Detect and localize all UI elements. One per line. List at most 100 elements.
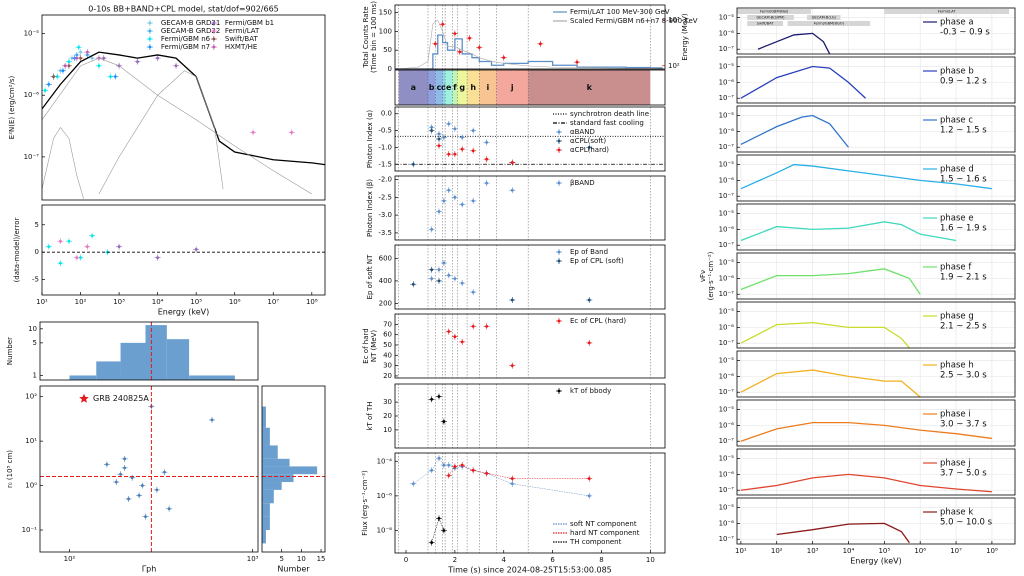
data-point [445, 120, 452, 127]
data-point [483, 470, 490, 477]
point-marker [453, 127, 457, 131]
point-marker [411, 482, 415, 486]
legend-swatch [557, 130, 561, 134]
data-point [435, 208, 442, 215]
point-marker [458, 50, 462, 54]
plot-area [737, 351, 1015, 397]
instrument-label: GECAM-B(LG) [812, 16, 837, 20]
y-tick-label: 10⁻⁷ [719, 45, 735, 53]
hist-bar [262, 427, 270, 446]
point-marker [136, 60, 139, 64]
legend: phase i3.0 ~ 3.7 s [923, 410, 987, 430]
panel: 10⁻⁷ 10⁻⁶ 10⁻⁵ phase f1.9 ~ 2.1 s νFν(erg·s⁻… [699, 251, 1016, 300]
point-marker [411, 282, 415, 286]
plot-area [42, 232, 325, 267]
data-point [440, 197, 447, 204]
point-marker [485, 324, 489, 328]
hist-bar [262, 530, 266, 544]
point-marker [437, 279, 441, 283]
instrument-range [787, 21, 871, 26]
point-marker [587, 494, 591, 498]
x-axis-label: Γph [142, 565, 157, 574]
point-marker [441, 22, 445, 26]
phase-label: f [453, 83, 457, 92]
point-marker [155, 488, 159, 492]
data-point [45, 81, 52, 88]
legend-label: phase c [940, 116, 973, 126]
legend-label: Fermi/LAT [225, 27, 260, 35]
panel: 0.0 -0.5 -1.0 -1.5 synchrotron death linesta… [366, 106, 666, 172]
data-point [428, 539, 435, 546]
point-marker [75, 256, 79, 260]
legend: phase b0.9 ~ 1.2 s [923, 67, 987, 87]
y-tick-label: 40 [383, 351, 392, 359]
phase-label: k [587, 83, 593, 92]
point-marker [75, 56, 79, 60]
data-point [500, 54, 507, 61]
legend-subtitle: 3.7 ~ 5.0 s [940, 469, 987, 479]
plot-area [262, 406, 325, 544]
point-marker [471, 149, 475, 153]
y-tick-label: 10⁻¹ [22, 526, 38, 534]
data-point [439, 21, 446, 28]
point-marker [67, 60, 71, 64]
y-tick-label: 5 [35, 221, 39, 229]
legend-label: phase f [940, 263, 972, 273]
point-marker [97, 64, 101, 68]
data-point [459, 462, 466, 469]
instrument-label: Fermi/GBM(BGO) [814, 22, 845, 26]
point-marker [437, 456, 441, 460]
data-point [445, 272, 452, 279]
series-line [740, 114, 849, 148]
plot-frame [736, 56, 1016, 104]
point-marker [90, 234, 94, 238]
plot-frame [736, 203, 1016, 251]
data-point [121, 455, 128, 462]
y-tick-label: 10⁻⁷ [719, 486, 735, 494]
legend-label: synchrotron death line [570, 110, 649, 118]
point-marker [85, 50, 89, 54]
data-point [134, 58, 141, 65]
phase-label: c [437, 83, 442, 92]
x-tick-label: 4 [501, 556, 506, 564]
point-marker [67, 64, 71, 68]
plot-area: Fermi/GBM(NaI) GECAM-B(SiPM) GECAM-B(LG) Sw… [737, 8, 1015, 54]
hist-bar [120, 342, 146, 380]
y2-axis-label: Energy (MeV) [681, 13, 689, 61]
point-marker [437, 132, 441, 136]
phase-label: d [441, 83, 447, 92]
plot-area [737, 302, 1015, 348]
y-tick-label: 10⁻⁶ [719, 29, 735, 37]
point-marker [140, 484, 144, 487]
legend-subtitle: 5.0 ~ 10.0 s [940, 518, 993, 528]
y-tick-label: 10⁻⁶ [719, 176, 735, 184]
x-tick-label: 10³ [113, 298, 125, 306]
point-marker [43, 88, 47, 92]
data-point [445, 328, 452, 335]
legend-swatch [212, 29, 216, 33]
data-point [435, 136, 442, 142]
data-point [136, 492, 143, 499]
point-marker [485, 157, 489, 161]
legend-subtitle: 2.5 ~ 3.0 s [940, 371, 987, 381]
y-tick-label: 10⁻⁵ [719, 357, 735, 365]
point-marker [447, 273, 451, 277]
point-marker [411, 162, 415, 166]
point-marker [575, 60, 579, 64]
y-tick-label: 10⁻⁵ [719, 63, 735, 71]
data-point [509, 475, 516, 482]
legend-subtitle: 1.6 ~ 1.9 s [940, 224, 987, 234]
data-point [483, 180, 490, 187]
data-point [440, 527, 447, 534]
legend-swatch [557, 148, 561, 152]
y-tick-label: 60 [383, 331, 392, 339]
legend: phase e1.6 ~ 1.9 s [923, 214, 987, 234]
y-tick-label: 50 [383, 341, 392, 349]
y-tick-label: 10⁻⁶ [24, 91, 40, 99]
panel: 10² 10³ 10⁻¹ 10⁰ 10¹ 10² GRB 240825A Γph r₀ (10⁵… [6, 385, 259, 574]
data-point [435, 142, 442, 149]
x-tick-label: 2 [453, 556, 457, 564]
legend-label: Fermi/GBM b1 [225, 19, 274, 27]
